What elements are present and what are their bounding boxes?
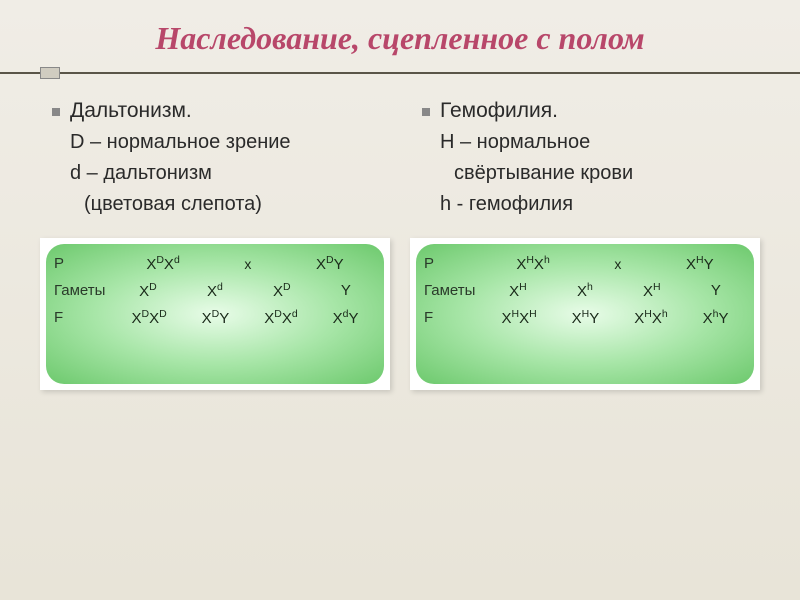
right-column: Гемофилия. H – нормальное свёртывание кр…	[410, 99, 760, 390]
left-diagram: P XDXd x XDY Гаметы XD Xd XD	[46, 244, 384, 384]
p-female: XHXh	[516, 254, 549, 273]
f-2: XDY	[202, 308, 230, 327]
right-gametes-row: Гаметы XH Xh XH Y	[424, 281, 746, 300]
slide-title: Наследование, сцепленное с полом	[40, 20, 760, 57]
gamete-3: XH	[643, 281, 661, 300]
f-cells: XDXD XDY XDXd XdY	[114, 308, 376, 327]
f-4: XdY	[333, 308, 359, 327]
gametes-cells: XH Xh XH Y	[484, 281, 746, 300]
gamete-4: Y	[341, 282, 351, 299]
content-columns: Дальтонизм. D – нормальное зрение d – да…	[40, 99, 760, 390]
right-line-1: H – нормальное	[410, 129, 760, 156]
slide: Наследование, сцепленное с полом Дальтон…	[0, 0, 800, 410]
right-bullet-row: Гемофилия.	[410, 99, 760, 123]
f-label: F	[424, 309, 484, 326]
left-heading: Дальтонизм.	[70, 99, 192, 123]
f-4: XhY	[703, 308, 729, 327]
gametes-label: Гаметы	[424, 282, 484, 299]
left-line-3: (цветовая слепота)	[40, 191, 390, 218]
right-diagram-frame: P XHXh x XHY Гаметы XH Xh XH	[410, 238, 760, 390]
right-diagram: P XHXh x XHY Гаметы XH Xh XH	[416, 244, 754, 384]
p-cells: XHXh x XHY	[484, 254, 746, 273]
f-3: XHXh	[634, 308, 667, 327]
left-diagram-frame: P XDXd x XDY Гаметы XD Xd XD	[40, 238, 390, 390]
gamete-4: Y	[711, 282, 721, 299]
f-3: XDXd	[264, 308, 297, 327]
f-1: XHXH	[501, 308, 536, 327]
gamete-1: XD	[139, 281, 157, 300]
p-label: P	[54, 255, 114, 272]
left-bullet-row: Дальтонизм.	[40, 99, 390, 123]
gametes-cells: XD Xd XD Y	[114, 281, 376, 300]
left-gametes-row: Гаметы XD Xd XD Y	[54, 281, 376, 300]
right-f-row: F XHXH XHY XHXh XhY	[424, 308, 746, 327]
gametes-label: Гаметы	[54, 282, 114, 299]
p-male: XDY	[316, 254, 344, 273]
divider-handle	[40, 67, 60, 79]
f-cells: XHXH XHY XHXh XhY	[484, 308, 746, 327]
p-male: XHY	[686, 254, 714, 273]
p-label: P	[424, 255, 484, 272]
left-column: Дальтонизм. D – нормальное зрение d – да…	[40, 99, 390, 390]
left-p-row: P XDXd x XDY	[54, 254, 376, 273]
cross-symbol: x	[244, 256, 251, 272]
bullet-icon	[422, 108, 430, 116]
right-line-2: свёртывание крови	[410, 160, 760, 187]
f-2: XHY	[572, 308, 600, 327]
gamete-3: XD	[273, 281, 291, 300]
right-line-3: h - гемофилия	[410, 191, 760, 218]
right-heading: Гемофилия.	[440, 99, 558, 123]
divider-line	[0, 72, 800, 74]
divider	[40, 67, 760, 79]
p-cells: XDXd x XDY	[114, 254, 376, 273]
right-p-row: P XHXh x XHY	[424, 254, 746, 273]
left-f-row: F XDXD XDY XDXd XdY	[54, 308, 376, 327]
gamete-2: Xd	[207, 281, 223, 300]
left-line-2: d – дальтонизм	[40, 160, 390, 187]
f-1: XDXD	[131, 308, 166, 327]
p-female: XDXd	[146, 254, 179, 273]
left-line-1: D – нормальное зрение	[40, 129, 390, 156]
f-label: F	[54, 309, 114, 326]
gamete-1: XH	[509, 281, 527, 300]
gamete-2: Xh	[577, 281, 593, 300]
bullet-icon	[52, 108, 60, 116]
cross-symbol: x	[614, 256, 621, 272]
